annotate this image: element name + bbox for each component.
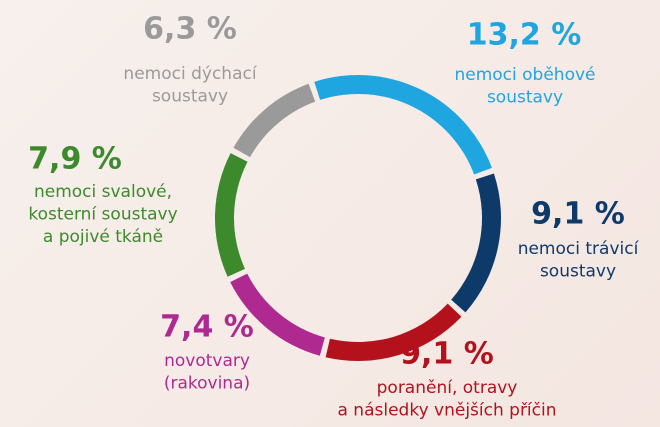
donut-segment (451, 173, 501, 313)
category-label: (rakovina) (164, 374, 250, 394)
value-label: 9,1 % (531, 197, 625, 232)
category-label: nemoci dýchací (123, 64, 257, 84)
donut-segment (233, 83, 316, 158)
category-label: novotvary (164, 351, 250, 371)
donut-segment (325, 303, 462, 361)
donut-segment (214, 153, 248, 277)
category-label: nemoci oběhové (454, 65, 595, 85)
category-label: soustavy (152, 87, 228, 107)
category-label: a následky vnějších příčin (337, 401, 556, 421)
category-label: poranění, otravy (377, 378, 518, 398)
value-label: 7,4 % (160, 310, 254, 345)
value-label: 6,3 % (143, 12, 237, 47)
category-label: a pojivé tkáně (43, 227, 163, 247)
value-label: 13,2 % (467, 18, 582, 53)
category-label: soustavy (540, 262, 616, 282)
value-label: 9,1 % (400, 337, 494, 372)
category-label: nemoci trávicí (518, 239, 640, 259)
category-label: soustavy (487, 88, 563, 108)
donut-segment (314, 75, 492, 175)
category-label: nemoci svalové, (34, 182, 172, 202)
category-label: kosterní soustavy (28, 205, 177, 225)
donut-segment (230, 273, 325, 356)
value-label: 7,9 % (28, 142, 122, 177)
